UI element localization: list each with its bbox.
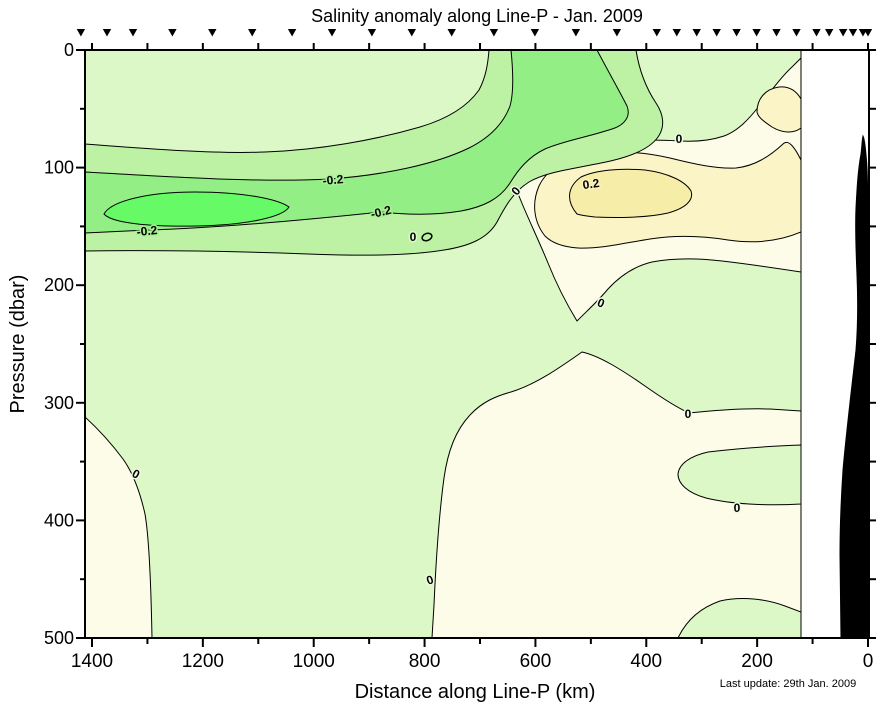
x-tick-label: 200: [741, 651, 773, 672]
station-markers: [76, 29, 873, 37]
x-tick-label: 1000: [293, 651, 335, 672]
station-marker: [571, 29, 581, 37]
tiny-zero-contour: [421, 232, 433, 242]
station-marker: [838, 29, 848, 37]
station-marker: [287, 29, 297, 37]
fill-zero-bottom-left: [85, 416, 153, 638]
station-marker: [447, 29, 456, 37]
station-marker: [367, 29, 377, 37]
y-tick-label: 200: [44, 275, 74, 295]
station-marker: [772, 29, 781, 37]
chart-title: Salinity anomaly along Line-P - Jan. 200…: [311, 6, 643, 26]
x-axis-title: Distance along Line-P (km): [355, 681, 596, 703]
station-marker: [128, 29, 138, 37]
axis-ticks: [76, 43, 876, 647]
station-marker: [248, 29, 257, 37]
station-marker: [489, 29, 499, 37]
station-marker: [612, 29, 622, 37]
station-marker: [168, 29, 177, 37]
station-marker: [652, 29, 661, 37]
x-tick-label: 0: [863, 651, 874, 672]
station-marker: [752, 29, 761, 37]
footnote-last-update: Last update: 29th Jan. 2009: [720, 678, 856, 690]
fill-below-m03-core: [103, 191, 290, 227]
fill-green-tongue-right: [677, 444, 801, 506]
fill-zero-lower-right: [431, 351, 801, 638]
fill-green-dome-bottom-right: [677, 598, 801, 638]
y-tick-label: 100: [44, 158, 74, 178]
contour-label: 0: [734, 501, 741, 515]
station-marker: [208, 29, 217, 37]
contour-label: 0: [410, 230, 417, 244]
station-marker: [825, 29, 834, 37]
fill-m03-m02-band: [85, 50, 629, 234]
fill-p01-top-right-patch: [756, 86, 801, 133]
y-tick-label: 500: [44, 628, 74, 648]
y-tick-label: 0: [64, 40, 74, 60]
y-tick-label: 300: [44, 393, 74, 413]
station-marker: [692, 29, 701, 37]
station-marker: [792, 29, 801, 37]
station-marker: [102, 29, 112, 37]
station-marker: [863, 29, 873, 37]
station-marker: [848, 29, 858, 37]
station-marker: [672, 29, 681, 37]
y-axis-title: Pressure (dbar): [7, 275, 29, 414]
station-marker: [407, 29, 416, 37]
contour-label: -0.2: [369, 203, 393, 222]
station-marker: [732, 29, 741, 37]
contour-label: 0.2: [582, 176, 601, 192]
contour-label: 0: [676, 132, 683, 146]
contour-label: -0.2: [322, 172, 344, 188]
axis-tick-labels: 1400 1200 1000 800 600 400 200 0 0 100 200 300 400 50…: [44, 40, 873, 672]
station-marker: [76, 29, 86, 37]
station-marker: [327, 29, 337, 37]
station-marker: [812, 29, 821, 37]
contour-label: 0: [685, 407, 692, 421]
contour-field: [85, 50, 801, 638]
x-tick-label: 600: [520, 651, 552, 672]
y-tick-label: 400: [44, 510, 74, 530]
station-marker: [530, 29, 540, 37]
x-tick-label: 1400: [71, 651, 113, 672]
x-tick-label: 1200: [182, 651, 224, 672]
bathymetry-silhouette: [839, 134, 869, 639]
x-tick-label: 800: [409, 651, 441, 672]
station-marker: [712, 29, 721, 37]
contour-label: -0.2: [136, 223, 158, 239]
fill-p02-core: [569, 168, 693, 219]
x-tick-label: 400: [630, 651, 662, 672]
